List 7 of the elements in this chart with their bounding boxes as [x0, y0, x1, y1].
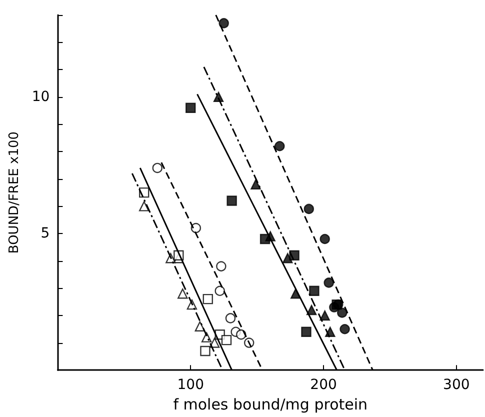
x-tick-label: 300	[443, 377, 470, 394]
x-tick-label: 100	[177, 377, 204, 394]
x-tick-label: 200	[310, 377, 337, 394]
y-tick-label: 10	[32, 88, 50, 105]
y-tick-label: 5	[40, 226, 50, 242]
y-axis-title: BOUND/FREE x100	[7, 131, 22, 254]
x-axis-title: f moles bound/mg protein	[173, 396, 368, 414]
